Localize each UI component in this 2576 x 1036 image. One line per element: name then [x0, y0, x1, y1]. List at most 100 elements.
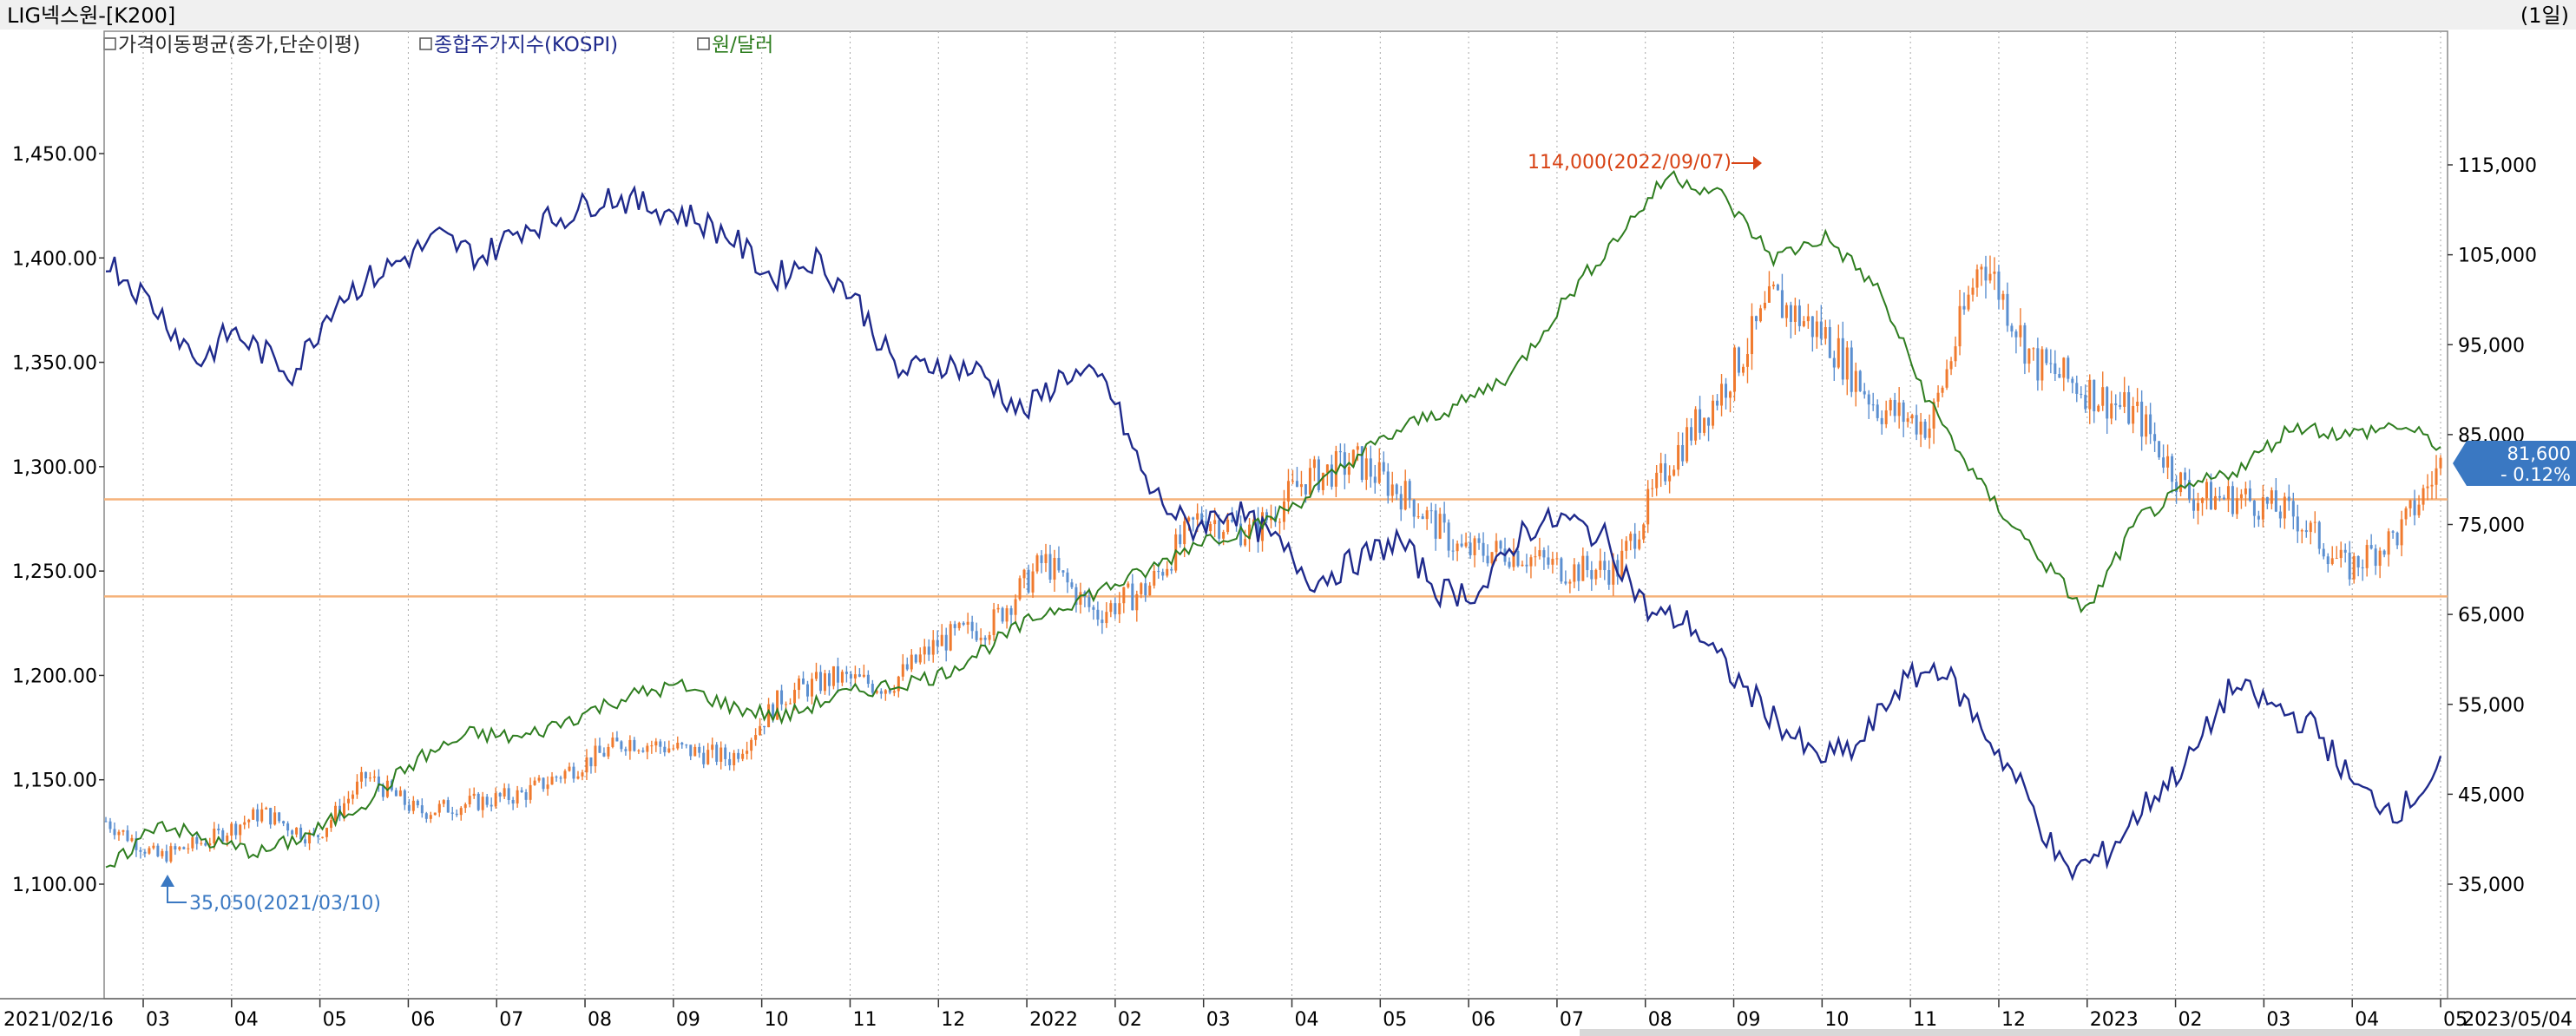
legend-checkbox-icon[interactable]: [103, 37, 116, 50]
candle-body: [923, 646, 926, 655]
candle-body: [776, 690, 779, 720]
candle-body: [975, 631, 978, 640]
candle-body: [265, 808, 268, 810]
candle-body: [646, 745, 649, 752]
legend-checkbox-icon[interactable]: [697, 37, 710, 50]
candle-body: [178, 847, 181, 850]
candle-body: [1984, 266, 1988, 281]
legend-item-label: 가격이동평균(종가,단순이평): [118, 34, 360, 56]
right-axis-tick-label: 65,000: [2458, 605, 2525, 626]
line-series[interactable]: [105, 169, 2442, 882]
candle-body: [1473, 538, 1476, 555]
candle-body: [733, 752, 736, 765]
x-axis: 03 04 05 06 07 08 09 10 11 12 2022 02 03 04 05 06 07 08 09…: [142, 999, 2468, 1031]
legend-checkbox-icon[interactable]: [419, 37, 432, 50]
candle-body: [529, 784, 532, 800]
chart-title: LIG넥스원-[K200]: [7, 3, 175, 28]
candle-body: [1096, 609, 1100, 620]
candle-body: [1889, 400, 1892, 410]
candle-body: [1053, 557, 1056, 580]
candle-body: [724, 747, 727, 759]
kospi-line[interactable]: [105, 185, 2442, 882]
candle-body: [1884, 410, 1888, 424]
candle-body: [2291, 501, 2295, 517]
candle-body: [407, 804, 411, 811]
candle-body: [1286, 481, 1290, 502]
candle-body: [1495, 541, 1498, 553]
candle-body: [1499, 541, 1502, 549]
candle-body: [672, 748, 675, 750]
candle-body: [359, 771, 363, 782]
candle-body: [849, 673, 852, 679]
candle-body: [2244, 488, 2247, 495]
x-axis-end-date: 2023/05/04: [2462, 1009, 2573, 1031]
candle-body: [711, 744, 714, 751]
candle-body: [1789, 305, 1792, 322]
scrollbar[interactable]: [1580, 1029, 2576, 1036]
candle-body: [892, 691, 896, 693]
candle-body: [330, 820, 333, 829]
candle-body: [763, 725, 766, 728]
candle-body: [1672, 469, 1676, 476]
candle-body: [2019, 325, 2022, 338]
candle-body: [1438, 514, 1442, 539]
candle-body: [1408, 481, 1411, 500]
candle-body: [1923, 421, 1927, 438]
price-badge-value: 81,600: [2507, 443, 2571, 464]
candle-body: [992, 609, 996, 635]
candle-body: [143, 851, 147, 854]
candle-body: [663, 746, 667, 753]
candle-body: [1542, 550, 1546, 558]
candle-body: [204, 843, 207, 846]
candle-body: [789, 703, 792, 705]
candle-body: [1226, 520, 1230, 533]
candle-body: [377, 776, 380, 786]
candle-body: [2175, 482, 2178, 493]
candle-body: [2231, 486, 2234, 515]
candle-body: [403, 790, 406, 805]
candle-body: [135, 837, 138, 850]
candle-body: [1308, 468, 1311, 495]
candle-body: [2209, 482, 2212, 510]
candle-body: [2054, 363, 2057, 375]
candle-body: [685, 744, 688, 746]
candle-body: [1638, 539, 1641, 549]
candle-body: [905, 664, 909, 670]
candle-body: [888, 690, 891, 693]
left-axis-tick-label: 1,250.00: [12, 561, 97, 583]
candle-body: [355, 781, 358, 795]
candle-body: [1897, 402, 1901, 416]
candle-body: [2027, 348, 2031, 364]
candle-body: [1456, 543, 1459, 552]
candle-body: [2023, 325, 2027, 364]
candle-body: [2239, 494, 2243, 499]
candle-body: [2300, 530, 2303, 532]
candle-body: [1699, 409, 1702, 433]
candle-body: [437, 803, 441, 813]
candle-body: [2132, 405, 2135, 424]
candle-body: [1460, 543, 1463, 547]
candle-body: [871, 684, 874, 693]
x-axis-tick-label: 2023: [2090, 1009, 2139, 1031]
candle-body: [2261, 496, 2264, 520]
candle-body: [750, 739, 753, 751]
candle-body: [1105, 612, 1108, 624]
candle-body: [1932, 401, 1935, 429]
candle-body: [866, 674, 870, 685]
candle-body: [2101, 387, 2105, 406]
candle-body: [104, 821, 108, 823]
candle-body: [844, 672, 848, 674]
candle-body: [901, 664, 904, 677]
candle-body: [1936, 392, 1940, 402]
candle-body: [139, 849, 142, 852]
usdkrw-line[interactable]: [105, 169, 2441, 869]
candle-body: [2430, 484, 2434, 487]
candle-body: [1525, 564, 1528, 567]
candle-body: [304, 839, 307, 844]
candlestick-series[interactable]: [104, 255, 2442, 863]
candle-body: [1304, 484, 1307, 495]
candle-body: [182, 847, 186, 849]
candle-body: [979, 637, 982, 640]
